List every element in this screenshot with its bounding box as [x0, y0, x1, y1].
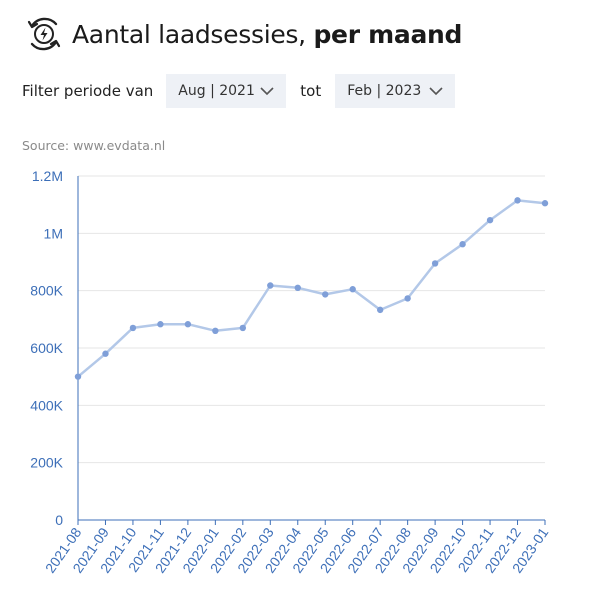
data-point — [514, 197, 521, 204]
y-tick-label: 1.2M — [32, 168, 63, 184]
period-to-value: Feb | 2023 — [347, 83, 422, 99]
line-chart: 0200K400K600K800K1M1.2M2021-082021-09202… — [30, 168, 551, 576]
y-tick-label: 1M — [44, 225, 63, 241]
data-point — [349, 286, 356, 293]
data-point — [294, 284, 301, 291]
data-point — [157, 321, 164, 328]
y-tick-label: 400K — [30, 397, 63, 413]
filter-to-label: tot — [300, 82, 322, 100]
data-point — [239, 324, 247, 332]
period-to-select[interactable]: Feb | 2023 — [335, 74, 456, 108]
data-point — [541, 200, 549, 207]
data-point — [212, 327, 219, 334]
title-regular: Aantal laadsessies, — [72, 19, 306, 49]
period-filter: Filter periode van Aug | 2021 tot Feb | … — [22, 74, 456, 108]
data-point — [102, 350, 109, 357]
y-tick-label: 200K — [30, 455, 63, 471]
y-tick-label: 800K — [30, 283, 63, 299]
data-point — [74, 373, 82, 380]
data-point — [459, 241, 466, 248]
data-point — [267, 282, 274, 289]
ev-charging-cycle-icon — [27, 17, 61, 51]
data-point — [431, 260, 439, 267]
data-point — [129, 324, 137, 332]
data-point — [376, 306, 384, 314]
series-line — [77, 199, 546, 378]
page-title: Aantal laadsessies, per maand — [72, 20, 462, 49]
data-source: Source: www.evdata.nl — [22, 138, 166, 153]
chevron-down-icon — [260, 86, 274, 95]
y-tick-label: 600K — [30, 340, 63, 356]
title-bold: per maand — [313, 19, 463, 49]
filter-from-label: Filter periode van — [22, 82, 154, 100]
period-from-value: Aug | 2021 — [178, 83, 255, 99]
data-point — [486, 216, 494, 224]
data-point — [404, 295, 411, 302]
page-header: Aantal laadsessies, per maand — [22, 12, 462, 56]
y-tick-label: 0 — [55, 512, 63, 528]
chevron-down-icon — [429, 86, 443, 95]
data-point — [322, 291, 329, 298]
data-point — [184, 321, 192, 328]
period-from-select[interactable]: Aug | 2021 — [166, 74, 287, 108]
